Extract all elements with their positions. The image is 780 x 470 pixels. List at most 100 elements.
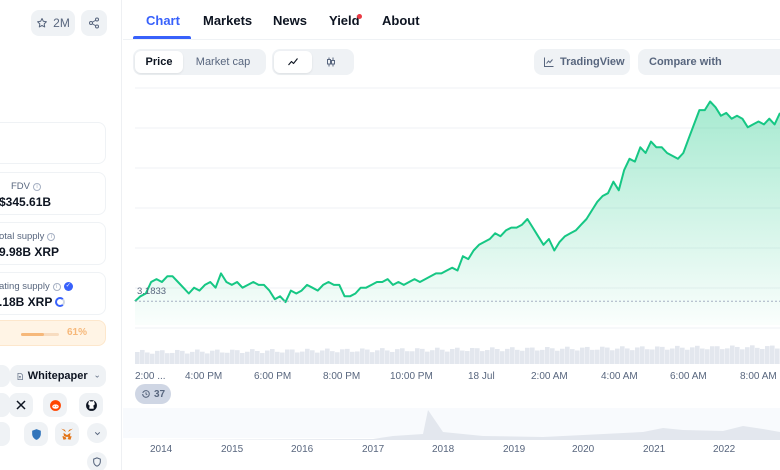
year-tick-label: 2017 bbox=[362, 444, 385, 455]
volume-bar bbox=[390, 351, 395, 364]
volume-bar bbox=[650, 349, 655, 364]
volume-bar bbox=[405, 351, 410, 364]
volume-bar bbox=[545, 347, 550, 364]
line-chart-toggle[interactable] bbox=[274, 51, 312, 73]
github-button[interactable] bbox=[79, 393, 103, 417]
volume-bar bbox=[140, 349, 145, 364]
volume-bar bbox=[185, 353, 190, 364]
volume-bar bbox=[220, 352, 225, 364]
circulating-value: .18B XRP bbox=[0, 295, 53, 309]
volume-bar bbox=[305, 348, 310, 364]
volume-bar bbox=[345, 348, 350, 364]
volume-bar bbox=[280, 352, 285, 364]
link-partial-button[interactable] bbox=[0, 365, 10, 387]
compare-with-select[interactable]: Compare with bbox=[638, 49, 780, 75]
volume-bar bbox=[430, 350, 435, 364]
volume-bar bbox=[205, 353, 210, 364]
shield-wallet-button[interactable] bbox=[24, 422, 48, 446]
share-button[interactable] bbox=[81, 10, 107, 36]
supply-progress-ring-icon bbox=[55, 297, 66, 307]
history-count: 37 bbox=[153, 388, 166, 400]
volume-bar bbox=[290, 349, 295, 364]
tab-yield[interactable]: Yield bbox=[329, 13, 360, 28]
price-toggle[interactable]: Price bbox=[135, 51, 183, 73]
volume-bar bbox=[325, 348, 330, 364]
tab-markets[interactable]: Markets bbox=[203, 13, 253, 28]
time-tick-label: 6:00 PM bbox=[254, 371, 292, 382]
active-tab-underline bbox=[133, 36, 191, 39]
volume-bar bbox=[190, 351, 195, 364]
info-icon[interactable]: i bbox=[33, 182, 41, 191]
history-overview bbox=[123, 408, 780, 440]
candlestick-toggle[interactable] bbox=[312, 51, 350, 73]
time-tick-label: 2:00 AM bbox=[531, 371, 568, 382]
volume-bar bbox=[660, 346, 665, 364]
volume-bar bbox=[335, 352, 340, 364]
fdv-value: $345.61B bbox=[0, 195, 52, 209]
stat-card-total-supply[interactable]: otal supply i 9.98B XRP bbox=[0, 222, 106, 265]
metamask-fox-icon bbox=[61, 428, 73, 440]
volume-bar bbox=[270, 349, 275, 364]
volume-bar bbox=[645, 349, 650, 364]
volume-bar bbox=[580, 347, 585, 364]
volume-bar bbox=[680, 347, 685, 364]
history-events-badge[interactable]: 37 bbox=[135, 384, 171, 404]
line-chart-icon bbox=[288, 58, 298, 66]
tab-about[interactable]: About bbox=[382, 13, 420, 28]
tab-news[interactable]: News bbox=[273, 13, 307, 28]
volume-bar bbox=[215, 349, 220, 364]
reddit-button[interactable] bbox=[43, 393, 67, 417]
stat-card-fdv[interactable]: FDV i $345.61B bbox=[0, 172, 106, 215]
volume-bar bbox=[255, 350, 260, 364]
x-social-button[interactable] bbox=[9, 393, 33, 417]
volume-bar bbox=[500, 351, 505, 364]
price-chart[interactable] bbox=[123, 80, 780, 470]
volume-bars bbox=[135, 345, 780, 364]
stat-card-circulating-supply[interactable]: ating supply i ✓ .18B XRP bbox=[0, 272, 106, 315]
volume-bar bbox=[540, 349, 545, 364]
volume-bar bbox=[745, 347, 750, 364]
volume-bar bbox=[520, 350, 525, 364]
price-area-fill bbox=[135, 101, 780, 325]
metamask-button[interactable] bbox=[55, 422, 79, 446]
info-icon[interactable]: i bbox=[47, 232, 56, 241]
social-partial-button[interactable] bbox=[0, 393, 10, 417]
volume-bar bbox=[355, 351, 360, 364]
volume-bar bbox=[725, 348, 730, 364]
volume-bar bbox=[160, 350, 165, 364]
total-supply-label-wrap: otal supply i bbox=[0, 231, 56, 242]
volume-bar bbox=[690, 347, 695, 364]
more-wallets-button[interactable] bbox=[87, 423, 107, 443]
tradingview-label: TradingView bbox=[560, 56, 625, 68]
volume-bar bbox=[655, 346, 660, 364]
volume-bar bbox=[155, 350, 160, 364]
whitepaper-button[interactable]: Whitepaper bbox=[10, 365, 106, 387]
tab-chart[interactable]: Chart bbox=[146, 13, 180, 28]
compare-label: Compare with bbox=[649, 56, 722, 68]
security-audit-button[interactable] bbox=[87, 452, 107, 470]
progress-fill bbox=[21, 333, 45, 336]
volume-bar bbox=[570, 349, 575, 364]
volume-bar bbox=[350, 351, 355, 364]
volume-bar bbox=[450, 349, 455, 364]
progress-track bbox=[21, 333, 59, 336]
volume-bar bbox=[295, 352, 300, 364]
market-cap-toggle[interactable]: Market cap bbox=[195, 56, 251, 68]
x-logo-icon bbox=[16, 400, 26, 410]
volume-bar bbox=[480, 351, 485, 364]
tradingview-button[interactable]: TradingView bbox=[534, 49, 630, 75]
time-tick-label: 18 Jul bbox=[468, 371, 495, 382]
wallet-partial-button[interactable] bbox=[0, 422, 10, 446]
volume-bar bbox=[700, 348, 705, 364]
volume-bar bbox=[770, 345, 775, 364]
volume-bar bbox=[595, 349, 600, 364]
volume-bar bbox=[665, 349, 670, 364]
info-icon[interactable]: i bbox=[52, 282, 61, 291]
volume-bar bbox=[250, 349, 255, 364]
volume-bar bbox=[585, 346, 590, 364]
watchlist-button[interactable]: 2M bbox=[31, 10, 75, 36]
volume-bar bbox=[470, 347, 475, 364]
volume-bar bbox=[735, 346, 740, 364]
volume-bar bbox=[775, 348, 780, 364]
volume-bar bbox=[605, 347, 610, 364]
